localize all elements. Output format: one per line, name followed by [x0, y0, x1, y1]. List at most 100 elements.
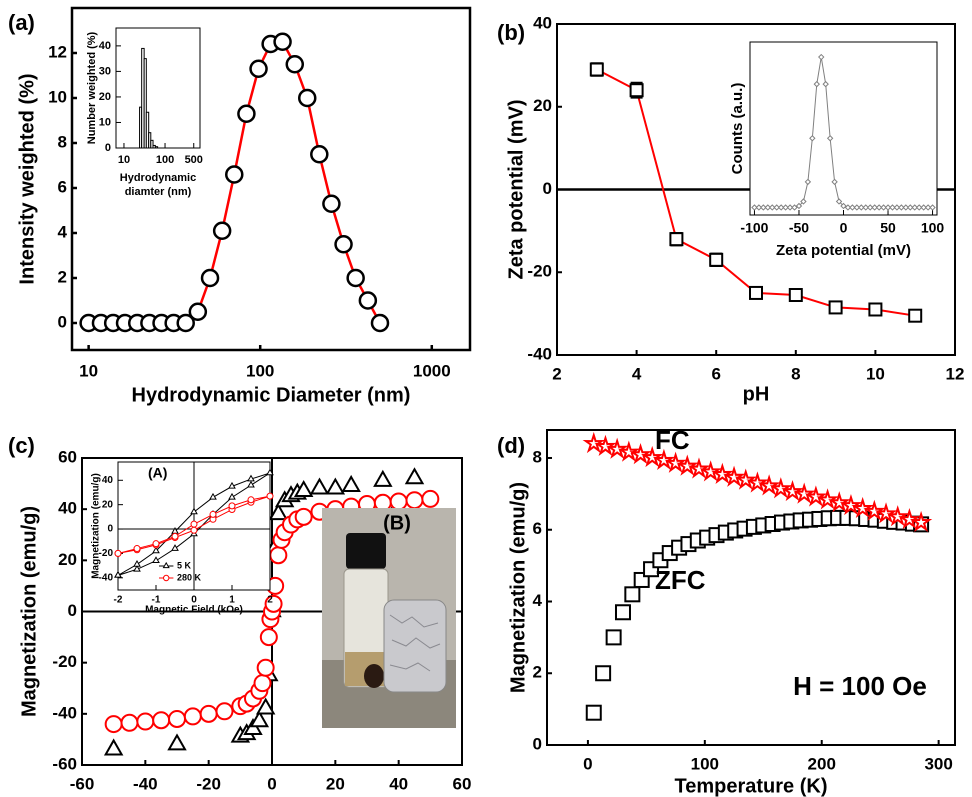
- marker: [858, 204, 865, 211]
- y-tick-label: 10: [99, 116, 111, 128]
- y-tick-label: -40: [99, 572, 114, 583]
- marker: [624, 586, 641, 603]
- y-tick-label: 6: [533, 519, 542, 538]
- marker: [868, 302, 883, 317]
- x-axis-label: Temperature (K): [675, 775, 828, 797]
- marker: [795, 202, 803, 210]
- marker: [405, 491, 424, 510]
- y-tick-label: 8: [533, 447, 542, 466]
- annotation: ZFC: [655, 565, 706, 595]
- marker: [176, 313, 195, 333]
- marker: [828, 300, 843, 315]
- marker: [867, 204, 874, 211]
- y-axis-label: Counts (a.u.): [729, 83, 746, 175]
- y-tick-label: 40: [58, 499, 77, 518]
- y-tick-label: 4: [533, 591, 543, 610]
- marker: [760, 204, 767, 211]
- x-tick-label: 0: [583, 754, 592, 773]
- marker: [699, 460, 722, 482]
- marker: [915, 204, 923, 211]
- marker: [341, 474, 361, 492]
- histogram-bar: [154, 146, 159, 149]
- panel-label: (A): [148, 465, 167, 481]
- y-axis-label: Magnetization (emu/g): [507, 482, 529, 693]
- marker: [247, 496, 255, 504]
- x-tick-label: -100: [740, 220, 768, 236]
- marker: [757, 474, 781, 496]
- marker: [839, 493, 863, 516]
- marker: [259, 628, 278, 647]
- y-tick-label: 40: [99, 40, 111, 52]
- marker: [605, 629, 622, 646]
- y-tick-label: 8: [58, 132, 67, 151]
- y-tick-label: -20: [527, 262, 552, 281]
- marker: [389, 492, 408, 511]
- legend-label: 5 K: [177, 560, 192, 570]
- x-tick-label: 500: [185, 154, 203, 166]
- marker: [120, 713, 139, 732]
- y-tick-label: 0: [68, 601, 77, 620]
- marker: [687, 457, 711, 479]
- panel-label: (c): [8, 433, 35, 458]
- marker: [373, 469, 393, 487]
- y-tick-label: 6: [58, 177, 67, 196]
- x-tick-label: 20: [326, 774, 345, 793]
- marker: [334, 235, 353, 254]
- y-axis-label: Magnetization (emu/g): [91, 473, 102, 579]
- marker: [853, 204, 861, 211]
- marker: [898, 507, 921, 530]
- y-tick-label: 4: [58, 222, 68, 241]
- y-tick-label: 30: [99, 65, 111, 77]
- y-tick-label: 60: [58, 447, 77, 466]
- photo: (B): [322, 508, 456, 728]
- plot-frame: [70, 6, 472, 352]
- y-tick-label: 0: [58, 312, 67, 331]
- x-tick-label: 0: [267, 774, 276, 793]
- y-tick-label: 20: [58, 550, 77, 569]
- y-tick-label: 40: [102, 475, 114, 486]
- y-tick-label: 12: [48, 42, 67, 61]
- marker: [133, 545, 141, 553]
- marker: [851, 496, 874, 519]
- x-axis-label: Magnetic Field (kOe): [145, 605, 243, 616]
- x-tick-label: 100: [921, 220, 945, 236]
- marker: [104, 715, 123, 734]
- panel-label: (b): [497, 20, 525, 45]
- x-tick-label: -60: [70, 774, 95, 793]
- marker: [212, 221, 232, 240]
- foil-texture: [389, 614, 441, 672]
- particles: [364, 664, 384, 688]
- marker: [874, 502, 898, 524]
- marker: [907, 204, 914, 211]
- panel-label: (d): [497, 433, 525, 458]
- marker: [884, 204, 892, 211]
- legend-label: 280 K: [177, 572, 202, 582]
- panel-label: (a): [8, 10, 35, 35]
- y-tick-label: 0: [105, 142, 111, 154]
- marker: [664, 451, 687, 473]
- marker: [777, 204, 785, 211]
- marker: [310, 145, 329, 164]
- x-tick-label: 12: [946, 364, 965, 383]
- x-tick-label: 1: [229, 595, 235, 606]
- marker: [835, 198, 843, 205]
- marker: [268, 503, 289, 521]
- marker: [404, 467, 425, 485]
- legend-marker: [163, 574, 170, 582]
- x-tick-label: -2: [114, 595, 123, 606]
- x-tick-label: 0: [840, 220, 848, 236]
- x-tick-label: -40: [133, 774, 158, 793]
- x-tick-label: 100: [246, 361, 274, 380]
- marker: [886, 505, 909, 527]
- marker: [595, 665, 612, 682]
- photo-label: (B): [383, 512, 411, 534]
- histogram-bar: [145, 111, 150, 149]
- marker: [190, 507, 198, 515]
- marker: [809, 135, 816, 142]
- marker: [293, 480, 314, 498]
- marker: [325, 477, 346, 495]
- marker: [285, 55, 305, 74]
- marker: [171, 532, 179, 540]
- marker: [652, 448, 676, 470]
- marker: [924, 204, 932, 211]
